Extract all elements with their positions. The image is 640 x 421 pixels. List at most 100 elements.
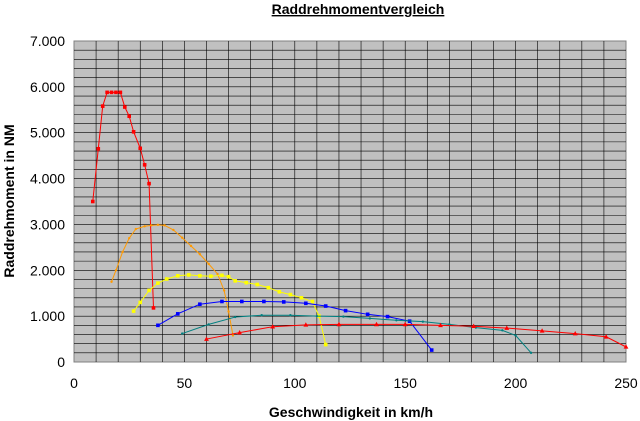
data-point	[237, 330, 242, 335]
data-point	[220, 299, 224, 304]
data-point	[172, 228, 175, 232]
chart-title: Raddrehmomentvergleich	[272, 1, 445, 17]
data-point	[156, 281, 160, 285]
data-point	[222, 289, 226, 292]
data-point	[198, 273, 202, 278]
data-point	[336, 321, 342, 327]
data-point	[150, 224, 153, 227]
y-gridlines	[74, 49, 626, 354]
data-point	[288, 292, 293, 297]
data-point	[227, 310, 230, 313]
data-point	[233, 315, 237, 319]
data-point	[304, 301, 308, 306]
data-point	[134, 227, 138, 231]
data-point	[255, 282, 260, 287]
series-2	[110, 223, 235, 337]
data-point	[233, 279, 237, 283]
data-point	[175, 273, 180, 278]
data-point	[504, 325, 510, 330]
data-point	[231, 334, 235, 337]
data-point	[198, 302, 202, 307]
data-point	[109, 90, 114, 95]
data-point	[163, 224, 166, 227]
data-point	[299, 296, 304, 300]
data-point	[143, 225, 146, 228]
data-point	[402, 321, 408, 327]
y-tick-label: 2.000	[30, 262, 65, 278]
data-point	[438, 322, 443, 328]
x-tick-label: 50	[177, 375, 193, 391]
data-point	[270, 324, 276, 329]
series-6	[204, 321, 629, 349]
data-point	[374, 321, 379, 327]
data-point	[529, 351, 533, 355]
data-point	[207, 262, 210, 266]
series-layer	[90, 90, 629, 355]
series-1	[90, 90, 156, 310]
data-point	[421, 320, 425, 323]
data-point	[147, 181, 151, 186]
data-point	[131, 129, 136, 134]
data-point	[209, 274, 213, 279]
data-point	[114, 269, 118, 272]
data-point	[572, 330, 578, 336]
data-point	[138, 300, 143, 305]
data-point	[343, 308, 348, 313]
data-point	[603, 334, 609, 339]
x-tick-label: 200	[504, 375, 528, 391]
data-point	[244, 280, 249, 285]
series-line	[92, 91, 154, 308]
data-point	[207, 323, 210, 326]
x-tick-label: 250	[614, 375, 638, 391]
data-point	[514, 334, 517, 337]
data-point	[539, 328, 545, 333]
data-point	[110, 280, 113, 283]
plot-area	[73, 40, 627, 363]
y-tick-label: 5.000	[30, 125, 65, 141]
data-point	[262, 299, 266, 304]
data-point	[180, 332, 184, 335]
data-point	[164, 277, 169, 281]
y-axis-title: Raddrehmoment in NM	[1, 124, 17, 277]
data-point	[127, 114, 131, 119]
data-point	[277, 290, 282, 294]
data-point	[142, 163, 147, 167]
data-point	[385, 314, 390, 319]
data-point	[118, 90, 123, 95]
data-point	[175, 312, 180, 316]
data-point	[226, 274, 231, 279]
data-point	[128, 236, 131, 240]
data-point	[429, 348, 434, 352]
data-point	[156, 223, 160, 227]
x-tick-label: 150	[394, 375, 418, 391]
data-point	[365, 312, 370, 317]
series-line	[157, 300, 433, 351]
data-point	[448, 323, 451, 326]
data-point	[90, 199, 95, 204]
series-3	[131, 273, 328, 347]
series-5	[180, 314, 533, 355]
x-tick-label: 0	[70, 375, 78, 391]
y-tick-label: 3.000	[30, 216, 65, 232]
x-axis-title: Geschwindigkeit in km/h	[269, 404, 433, 420]
data-point	[342, 315, 345, 318]
data-point	[156, 323, 160, 328]
y-tick-label: 1.000	[30, 308, 65, 324]
x-tick-labels: 0 50 100 150 200 250	[70, 375, 638, 391]
data-point	[147, 288, 151, 293]
series-4	[156, 299, 434, 352]
y-tick-labels: 0 1.000 2.000 3.000 4.000 5.000 6.000 7.000	[30, 33, 65, 370]
data-point	[303, 322, 309, 327]
y-tick-label: 7.000	[30, 33, 65, 49]
data-point	[240, 299, 244, 304]
x-tick-label: 100	[283, 375, 307, 391]
data-point	[180, 236, 184, 239]
data-point	[323, 342, 328, 347]
data-point	[96, 146, 101, 151]
data-point	[289, 314, 292, 317]
data-point	[121, 250, 124, 254]
data-point	[204, 336, 209, 341]
series-line	[206, 323, 627, 348]
data-point	[501, 329, 504, 332]
